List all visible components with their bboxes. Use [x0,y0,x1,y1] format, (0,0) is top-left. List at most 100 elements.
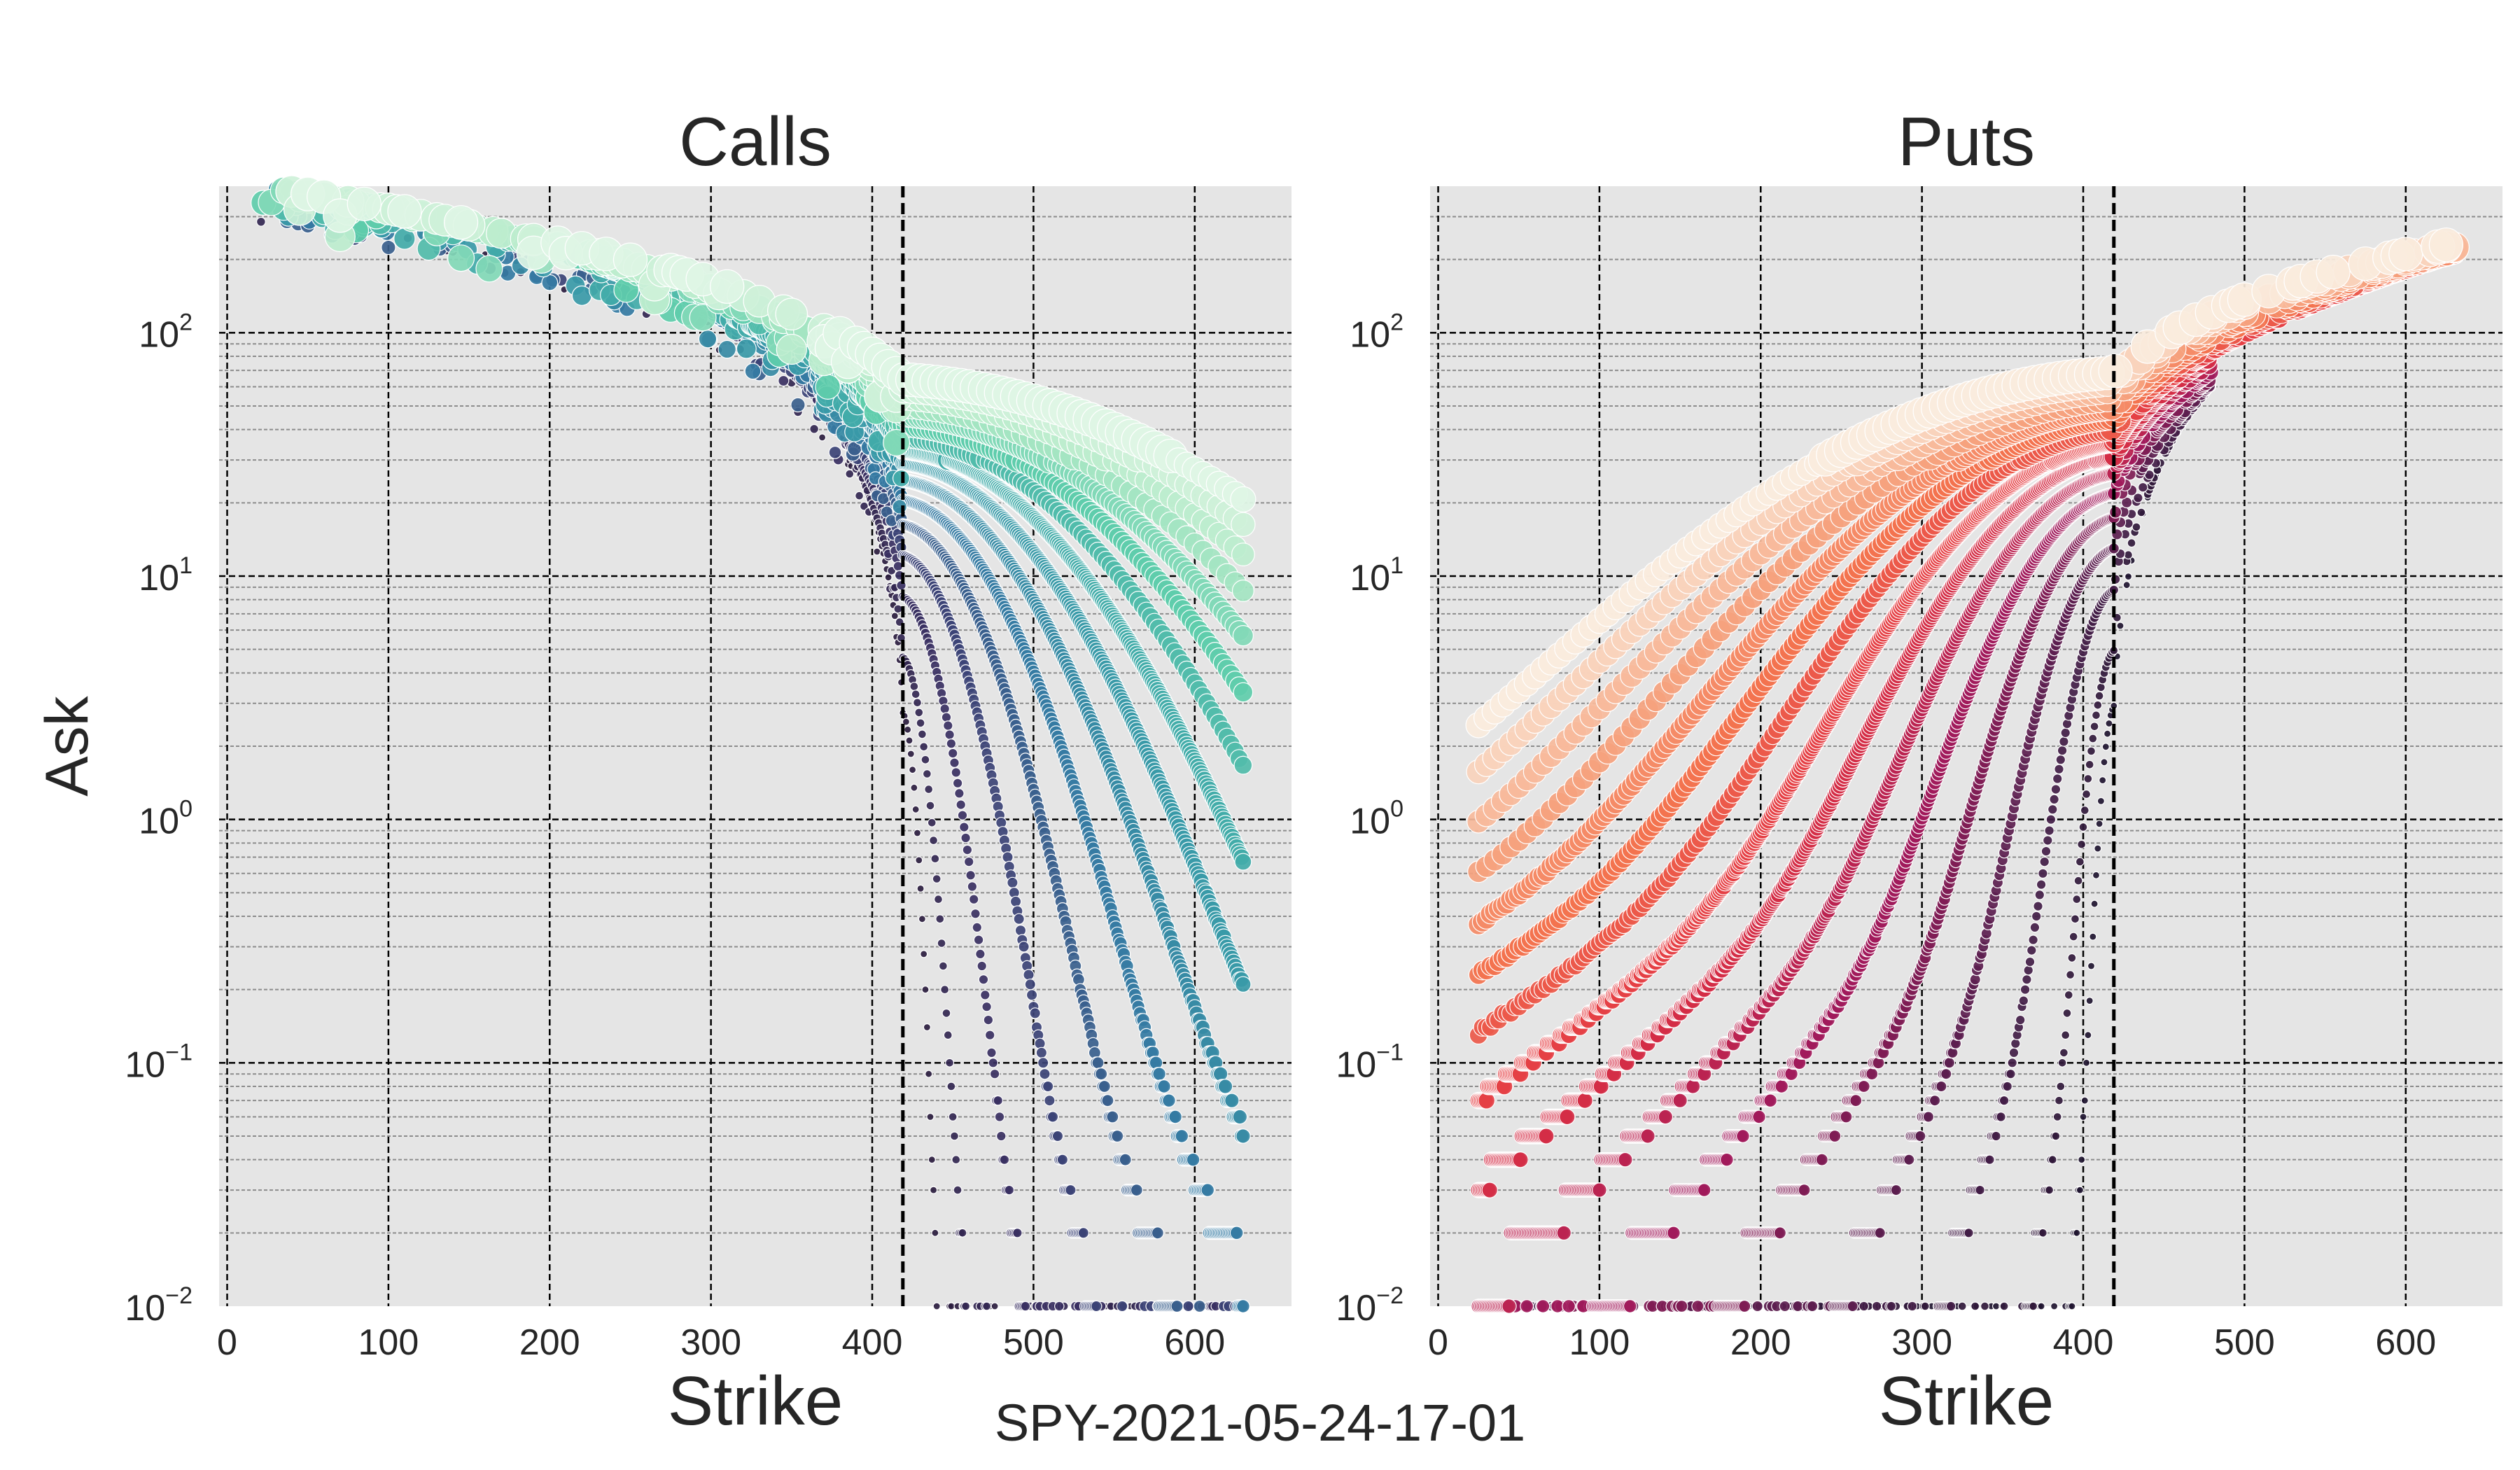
scatter-point [778,374,790,387]
scatter-point [1957,1301,1967,1311]
scatter-point [2031,911,2042,922]
scatter-point [2037,1302,2045,1310]
scatter-point [1935,1080,1947,1093]
scatter-point [443,205,479,240]
scatter-point [940,985,950,995]
scatter-point [1738,1299,1751,1313]
scatter-point [1996,1112,2006,1122]
scatter-point [1152,1067,1166,1082]
x-tick-label: 400 [842,1322,903,1363]
scatter-point [1236,1128,1251,1144]
scatter-point [970,909,981,919]
scatter-point [1806,1300,1819,1312]
scatter-point [1230,486,1256,512]
scatter-point [2049,794,2059,805]
scatter-point [2024,956,2036,967]
scatter-point [1090,1300,1102,1312]
scatter-point [972,922,983,933]
scatter-point [1940,1068,1952,1080]
scatter-point [1623,1299,1637,1313]
scatter-point [918,915,927,923]
scatter-point [914,708,924,718]
scatter-point [2094,844,2102,853]
scatter-point [2057,745,2068,756]
scatter-point [906,750,915,758]
scatter-point [2096,797,2105,806]
scatter-point [1157,1079,1171,1093]
scatter-point [776,333,807,365]
scatter-point [955,799,966,810]
scatter-point [2045,1185,2054,1195]
scatter-point [937,938,946,948]
scatter-point [905,736,913,745]
scatter-point [1200,1183,1215,1197]
scatter-point [929,836,939,846]
scatter-point [981,1001,992,1012]
scatter-point [1012,1228,1023,1238]
scatter-point [2062,718,2073,729]
scatter-point [710,269,745,304]
scatter-point [2073,1228,2081,1237]
x-tick-label: 500 [1003,1322,1064,1363]
scatter-point [883,428,911,456]
scatter-point [475,255,503,283]
scatter-point [911,690,920,699]
scatter-point [926,1112,934,1121]
scatter-point [2080,806,2090,816]
scatter-point [1502,1298,1517,1314]
scatter-point [996,1130,1007,1142]
scatter-point [1847,1300,1858,1312]
scatter-point [2076,1186,2084,1194]
scatter-point [904,725,912,734]
calls-x-tick-labels: 0 100 200 300 400 500 600 [217,1322,1225,1363]
scatter-point [1029,1007,1041,1019]
scatter-point [945,1058,955,1068]
scatter-point [2052,1112,2062,1121]
scatter-point [855,491,864,500]
scatter-point [2090,899,2099,908]
scatter-point [908,766,917,774]
scatter-point [1186,1152,1200,1167]
scatter-point [929,1186,938,1194]
scatter-point [1886,1301,1897,1312]
scatter-point [1046,1111,1059,1123]
scatter-point [931,1228,939,1237]
scatter-point [957,810,968,820]
scatter-point [1849,1094,1863,1107]
scatter-point [1039,1068,1051,1080]
scatter-point [951,1155,961,1165]
scatter-point [916,718,925,728]
scatter-point [2089,932,2097,941]
scatter-point [1013,913,1025,925]
scatter-point [958,1228,967,1238]
scatter-point [2136,507,2146,517]
scatter-point [1009,895,1022,908]
scatter-point [2072,895,2082,904]
scatter-point [2059,736,2069,747]
scatter-point [2029,922,2040,933]
scatter-point [2054,1096,2064,1105]
scatter-point [2095,820,2104,828]
scatter-point [1065,1184,1077,1196]
scatter-point [932,1302,941,1310]
scatter-point [1922,1111,1935,1123]
scatter-point [999,1154,1010,1165]
scatter-point [2068,932,2078,941]
scatter-point [953,1185,962,1195]
scatter-point [612,242,648,277]
scatter-point [1945,1301,1956,1312]
scatter-point [943,1030,953,1040]
scatter-point [921,986,930,994]
scatter-point [961,1301,971,1311]
scatter-point [2050,1302,2059,1310]
scatter-point [930,854,940,864]
scatter-point [941,1008,951,1018]
scatter-point [1914,1130,1926,1142]
scatter-point [933,895,943,904]
scatter-point [2084,1031,2092,1040]
scatter-point [2079,1112,2087,1121]
scatter-point [976,960,987,972]
scatter-point [1691,1299,1704,1313]
scatter-point [1024,979,1037,990]
scatter-point [2059,1048,2068,1058]
